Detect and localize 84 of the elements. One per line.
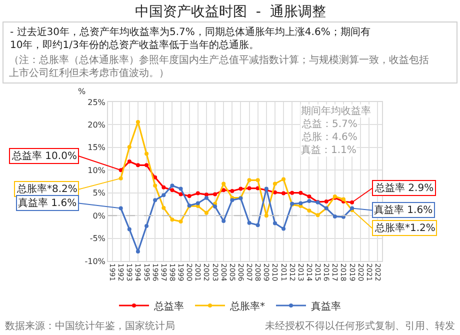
legend-label: 总益率 <box>153 300 184 312</box>
annotation: 总益率 10.0% <box>11 150 77 162</box>
point <box>341 197 346 202</box>
point <box>238 186 243 191</box>
point <box>187 194 192 198</box>
point <box>256 223 260 228</box>
point <box>230 198 234 202</box>
point <box>170 188 174 192</box>
point <box>196 191 200 196</box>
chart-subtitle: - 过去近30年，总资产年均收益率为5.7%，同期总体通胀年均上涨4.6%；期间有10年，即约1/3年份的总资产收益率低于当年的总通胀。 <box>10 26 370 51</box>
point <box>136 120 140 124</box>
point <box>204 192 208 197</box>
point <box>272 190 277 194</box>
y-tick-label: 20% <box>88 120 106 130</box>
y-tick-label: 25% <box>88 98 106 107</box>
annotation: 真益率 1.6% <box>374 204 433 216</box>
annotation: 总胀率*1.2% <box>374 222 436 234</box>
point <box>162 193 166 198</box>
point <box>324 199 328 204</box>
point <box>247 178 252 182</box>
point <box>230 189 234 194</box>
point <box>282 191 286 196</box>
point <box>170 218 174 222</box>
point <box>178 192 183 196</box>
point <box>307 199 312 204</box>
annotation: 期间年均收益率 <box>301 105 371 117</box>
point <box>144 224 149 228</box>
legend-label: 总胀率* <box>229 300 265 312</box>
annotation: 总胀：4.6% <box>301 131 358 143</box>
y-tick-label: 15% <box>88 143 106 152</box>
annotation: 真益率 1.6% <box>18 197 77 209</box>
source-note: 数据来源：中国统计年鉴，国家统计局 <box>5 320 175 332</box>
point <box>136 249 140 254</box>
point <box>178 186 183 191</box>
point <box>272 221 277 226</box>
point <box>350 200 354 204</box>
point <box>332 214 337 218</box>
y-tick-label: -5% <box>90 234 106 244</box>
point <box>282 226 286 231</box>
annotation: 总益：5.7% <box>301 118 358 130</box>
chart-title: 中国资产收益时图 - 通胀调整 <box>135 4 326 20</box>
point <box>256 178 260 182</box>
legend-label: 真益率 <box>311 300 341 312</box>
point <box>136 163 140 168</box>
annotation: 真益：1.1% <box>301 144 356 156</box>
annotation: 总胀率*8.2% <box>16 183 78 195</box>
point <box>127 227 132 232</box>
point <box>307 208 312 213</box>
point <box>144 152 149 156</box>
point <box>153 184 158 188</box>
point <box>298 190 303 195</box>
point <box>247 186 252 190</box>
text: （注：总胀率（总体通胀率）参照年度国内生产总值平减指数计算；与规模测算一致，收益包括上市公司红利但未考虑市值波动。） <box>9 54 429 79</box>
point <box>144 163 149 168</box>
annotation: 总益率 2.9% <box>374 182 434 194</box>
point <box>213 192 218 196</box>
point <box>222 182 226 186</box>
point <box>316 213 320 218</box>
point <box>178 219 183 224</box>
y-tick-label: 5% <box>92 188 106 198</box>
point <box>282 177 286 182</box>
point <box>222 188 226 192</box>
point <box>196 201 200 206</box>
point <box>127 144 132 149</box>
point <box>247 220 252 225</box>
y-tick-label: 10% <box>88 166 106 175</box>
point <box>204 210 208 215</box>
point <box>162 185 166 190</box>
point <box>222 219 226 224</box>
text: 未经授权不得以任何形式复制、引用、转发 <box>265 320 455 332</box>
point <box>272 182 277 186</box>
y-tick-label: 0% <box>92 211 106 220</box>
point <box>170 184 174 188</box>
point <box>153 198 158 202</box>
point <box>298 201 303 206</box>
point <box>127 160 132 164</box>
point <box>204 196 208 200</box>
point <box>264 214 268 218</box>
point <box>162 206 166 210</box>
y-tick-label: -10% <box>84 256 106 266</box>
point <box>213 204 218 208</box>
y-axis-title: % <box>78 87 86 96</box>
point <box>290 190 294 195</box>
point <box>307 194 312 198</box>
